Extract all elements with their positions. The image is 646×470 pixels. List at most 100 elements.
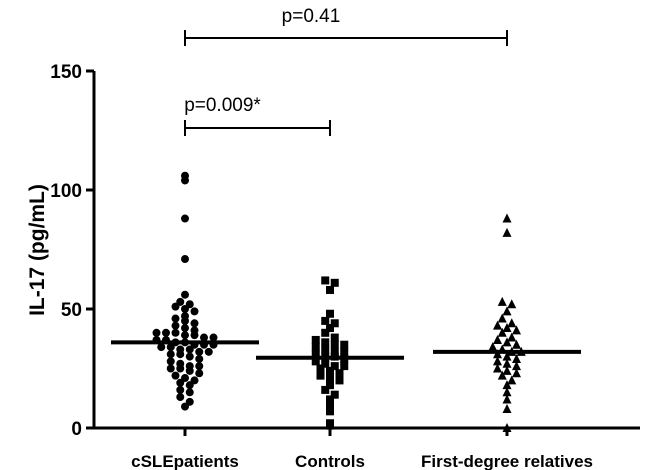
data-point-circle — [190, 307, 199, 316]
data-point-triangle — [502, 227, 512, 237]
p-value-label: p=0.41 — [282, 6, 341, 27]
data-point-square — [316, 371, 325, 380]
data-point-square — [330, 340, 339, 349]
data-point-triangle — [512, 325, 521, 335]
data-point-square — [321, 276, 330, 285]
x-tick-label: Controls — [295, 452, 365, 470]
data-point-square — [321, 385, 330, 394]
data-point-triangle — [493, 334, 502, 344]
data-point-triangle — [497, 327, 507, 337]
data-point-square — [311, 343, 320, 352]
data-point-square — [321, 345, 330, 354]
data-point-triangle — [512, 353, 521, 363]
data-point-triangle — [502, 323, 512, 333]
data-point-square — [326, 374, 334, 383]
data-point-triangle — [497, 313, 507, 323]
data-point-triangle — [512, 361, 521, 371]
data-point-square — [326, 395, 334, 404]
data-point-triangle — [493, 320, 502, 330]
data-point-square — [326, 309, 334, 318]
data-point-circle — [171, 302, 180, 311]
data-point-circle — [190, 319, 199, 328]
data-point-circle — [209, 333, 218, 342]
data-point-triangle — [502, 394, 512, 404]
data-point-square — [311, 350, 320, 359]
data-point-square — [326, 324, 334, 333]
y-tick-label: 50 — [61, 300, 82, 321]
y-tick-label: 150 — [50, 62, 82, 83]
data-point-circle — [166, 357, 175, 366]
data-point-triangle — [507, 332, 517, 342]
median-lines — [111, 340, 581, 360]
y-tick-label: 100 — [50, 181, 82, 202]
data-point-square — [335, 369, 344, 378]
data-point-circle — [181, 331, 189, 340]
data-point-circle — [166, 343, 175, 352]
data-point-circle — [185, 388, 194, 397]
p-value-label: p=0.009* — [184, 95, 261, 116]
data-point-circle — [185, 345, 194, 354]
data-point-triangle — [512, 339, 521, 349]
data-point-triangle — [512, 368, 521, 378]
data-point-circle — [176, 393, 185, 402]
data-point-circle — [171, 321, 180, 330]
data-point-circle — [195, 369, 204, 378]
data-point-circle — [171, 371, 180, 380]
data-point-square — [321, 338, 330, 347]
data-point-triangle — [502, 387, 512, 397]
data-point-square — [330, 319, 339, 328]
data-point-triangle — [507, 299, 517, 309]
data-point-triangle — [488, 342, 498, 352]
significance-brackets: p=0.41 p=0.009* — [184, 6, 508, 136]
data-point-square — [321, 328, 330, 337]
data-point-square — [311, 357, 320, 366]
data-point-circle — [181, 290, 189, 299]
data-points — [152, 171, 526, 432]
data-point-square — [330, 362, 339, 371]
data-point-triangle — [502, 365, 512, 375]
data-point-triangle — [507, 375, 517, 385]
data-point-square — [316, 364, 325, 373]
data-point-circle — [171, 328, 180, 337]
data-point-circle — [181, 305, 189, 313]
x-tick-label: cSLEpatients — [131, 452, 239, 470]
data-point-triangle — [502, 351, 512, 361]
data-point-square — [340, 362, 349, 371]
data-point-circle — [185, 366, 194, 375]
data-point-square — [340, 340, 349, 349]
data-point-square — [326, 400, 334, 409]
data-point-circle — [190, 331, 199, 340]
data-point-triangle — [502, 380, 512, 390]
data-point-triangle — [497, 370, 507, 380]
data-point-circle — [181, 176, 189, 185]
axes: 0 50 100 150 cSLEpatients Controls First-degre… — [50, 62, 640, 470]
data-point-circle — [185, 352, 194, 361]
data-point-circle — [181, 324, 189, 333]
data-point-circle — [166, 350, 175, 359]
data-point-square — [321, 359, 330, 368]
data-point-square — [335, 376, 344, 385]
data-point-triangle — [502, 213, 512, 223]
data-point-triangle — [502, 358, 512, 368]
data-point-circle — [195, 362, 204, 371]
data-point-circle — [166, 364, 175, 373]
data-point-square — [330, 333, 339, 342]
data-point-triangle — [502, 337, 512, 347]
data-point-circle — [171, 314, 180, 323]
data-point-triangle — [493, 363, 502, 373]
data-point-circle — [162, 328, 170, 337]
data-point-triangle — [507, 318, 517, 328]
data-point-circle — [176, 364, 185, 373]
data-point-triangle — [502, 423, 512, 432]
data-point-square — [311, 335, 320, 344]
data-point-square — [330, 390, 339, 399]
data-point-square — [326, 381, 334, 390]
data-point-triangle — [493, 356, 502, 366]
data-point-circle — [181, 214, 189, 223]
data-point-square — [330, 347, 339, 356]
data-point-circle — [157, 343, 166, 352]
data-point-triangle — [497, 296, 507, 306]
data-point-circle — [195, 347, 204, 356]
data-point-circle — [195, 354, 204, 363]
